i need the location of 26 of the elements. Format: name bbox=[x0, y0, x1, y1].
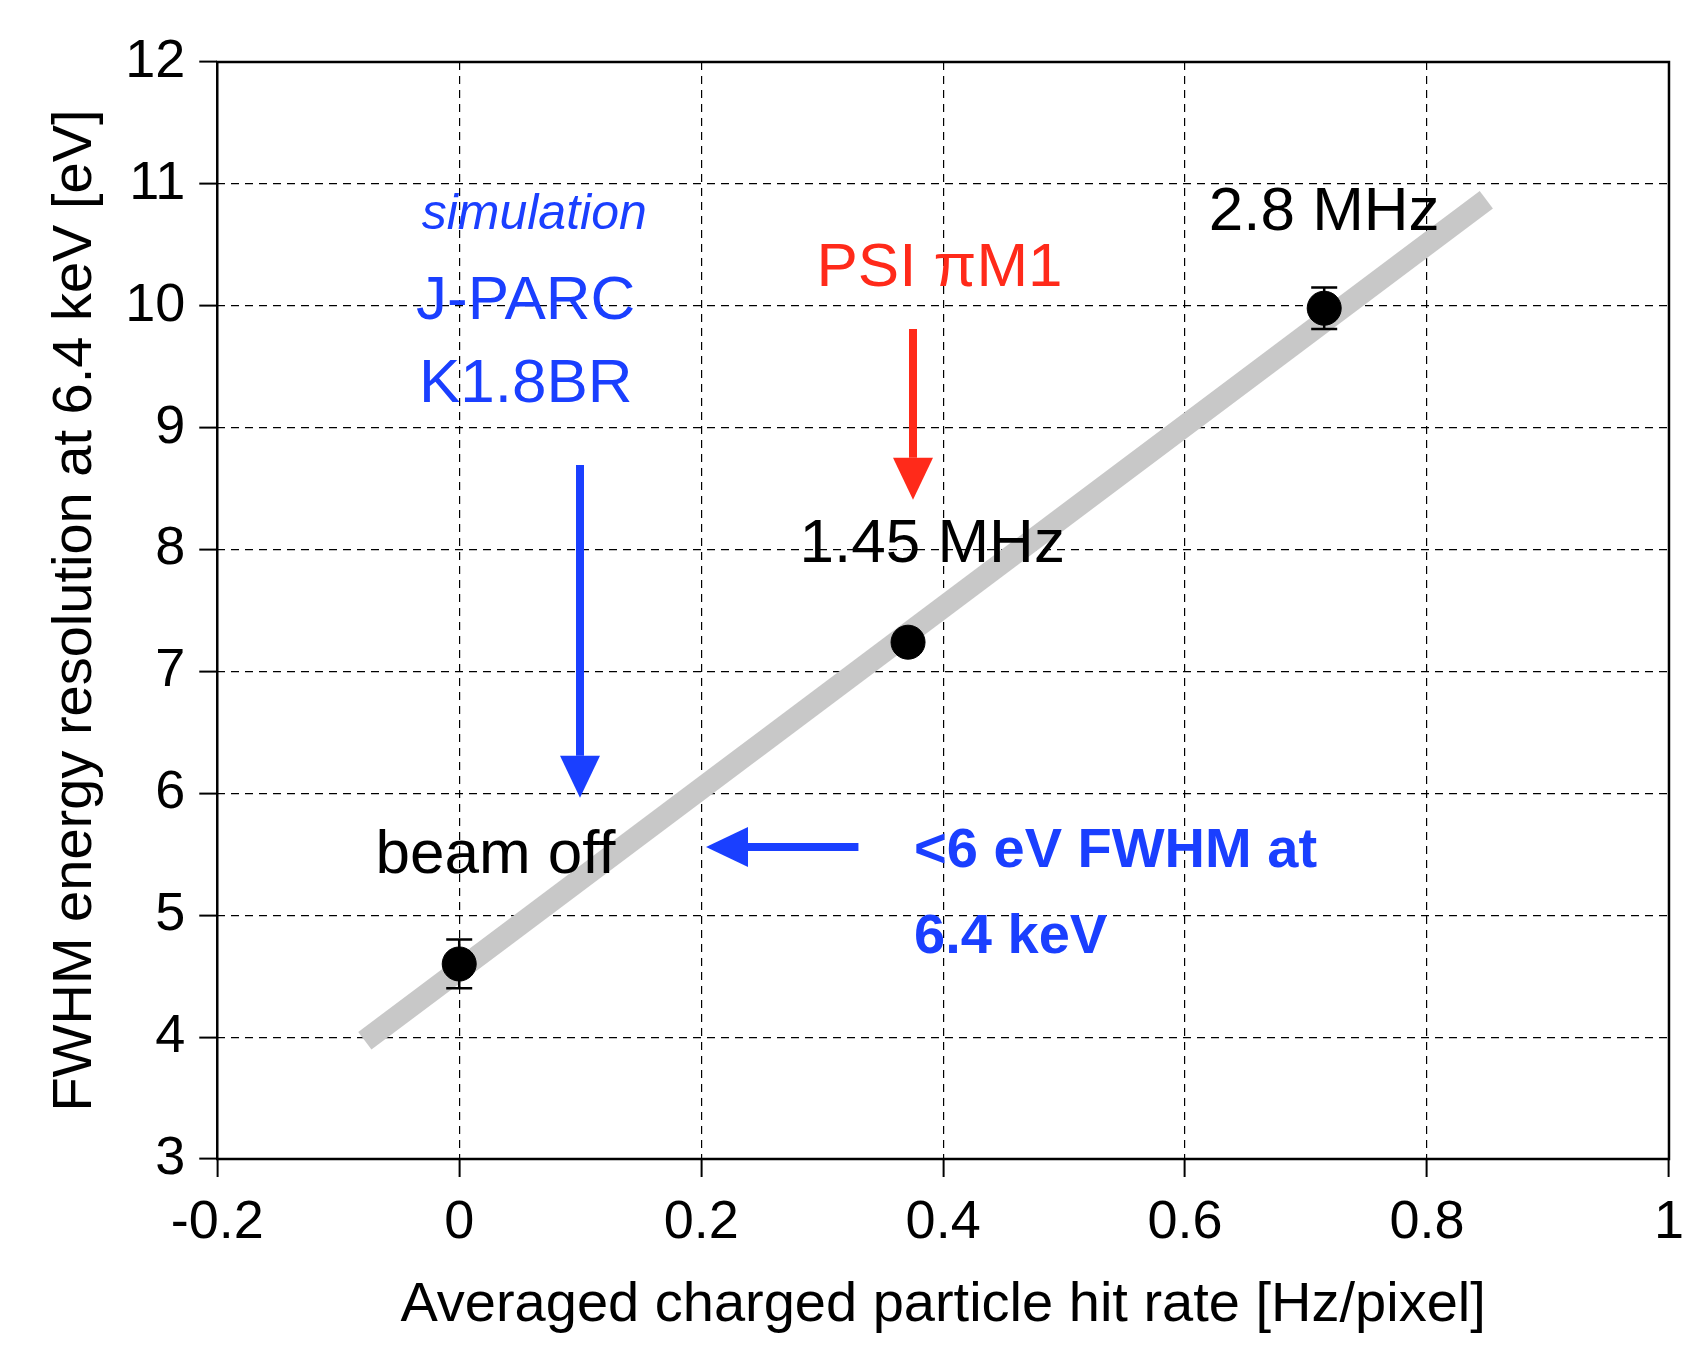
y-tick-label: 7 bbox=[155, 637, 186, 698]
x-tick-label: -0.2 bbox=[170, 1189, 264, 1250]
y-tick-label: 10 bbox=[125, 271, 186, 332]
x-tick-label: 0.2 bbox=[663, 1189, 739, 1250]
y-tick-label: 9 bbox=[155, 393, 186, 454]
y-tick-label: 3 bbox=[155, 1124, 186, 1185]
x-axis-title: Averaged charged particle hit rate [Hz/pixel] bbox=[400, 1269, 1486, 1333]
y-tick-label: 5 bbox=[155, 881, 186, 942]
x-tick-label: 0.4 bbox=[905, 1189, 981, 1250]
y-tick-label: 8 bbox=[155, 515, 186, 576]
x-tick-label: 1 bbox=[1653, 1189, 1685, 1250]
annotation: beam off bbox=[375, 816, 617, 886]
x-tick-label: 0.8 bbox=[1389, 1189, 1465, 1250]
annotation: 2.8 MHz bbox=[1208, 174, 1440, 244]
annotation: 1.45 MHz bbox=[799, 505, 1065, 575]
y-tick-label: 4 bbox=[155, 1003, 186, 1063]
annotation: simulation bbox=[421, 184, 647, 241]
x-tick-label: 0.6 bbox=[1147, 1189, 1223, 1250]
y-tick-label: 12 bbox=[125, 27, 186, 88]
y-tick-label: 11 bbox=[129, 149, 186, 210]
y-axis-title: FWHM energy resolution at 6.4 keV [eV] bbox=[40, 109, 104, 1112]
annotation: PSI πM1 bbox=[816, 230, 1063, 300]
y-tick-label: 6 bbox=[155, 759, 186, 820]
annotation: <6 eV FWHM at 6.4 keV bbox=[914, 816, 1318, 965]
annotation: J-PARC K1.8BR bbox=[416, 263, 636, 416]
x-tick-label: 0 bbox=[444, 1189, 475, 1250]
